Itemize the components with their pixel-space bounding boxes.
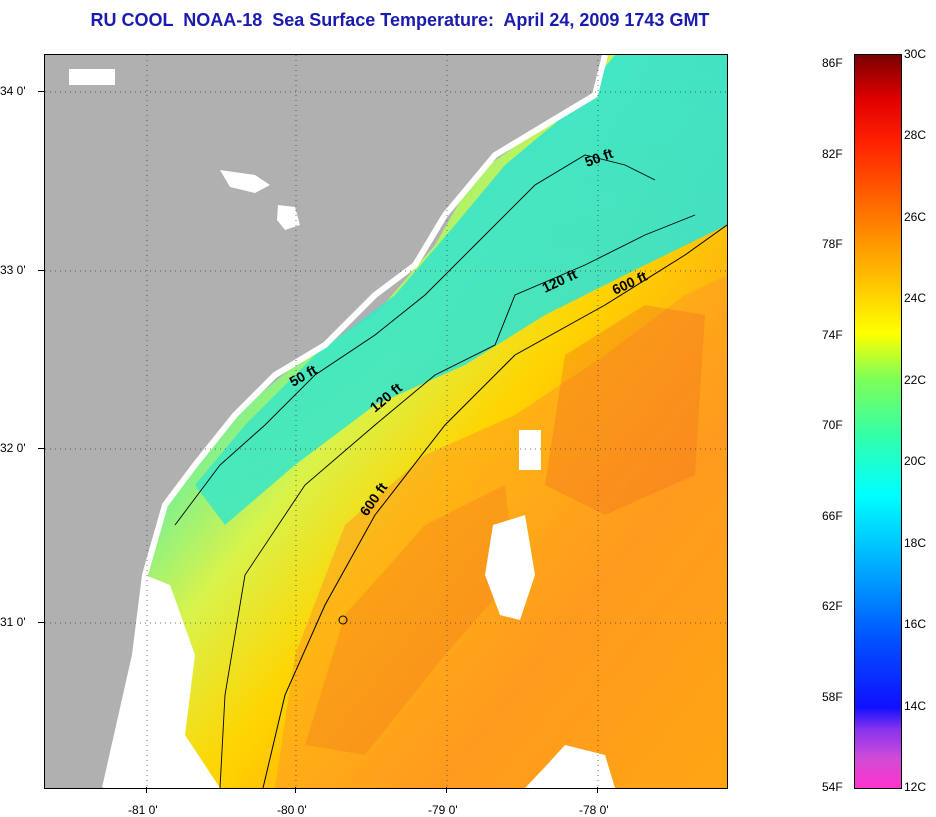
cbar-f-66: 66F xyxy=(822,509,843,523)
buoy-marker xyxy=(338,615,348,625)
cbar-c-24: 24C xyxy=(904,291,927,305)
lon-label-81: -81 0' xyxy=(128,803,158,817)
lake-patch xyxy=(220,170,270,193)
sst-map[interactable]: 50 ft 50 ft 120 ft 120 ft 600 ft 600 ft xyxy=(44,54,728,789)
cbar-f-74: 74F xyxy=(822,328,843,342)
cbar-f-78: 78F xyxy=(822,237,843,251)
lon-tick xyxy=(597,787,598,793)
coastal-cool-water xyxy=(195,55,727,525)
lake-patch-2 xyxy=(277,205,300,230)
cbar-f-62: 62F xyxy=(822,599,843,613)
lat-tick xyxy=(38,448,44,449)
lon-tick xyxy=(146,787,147,793)
temperature-colorbar xyxy=(854,54,902,789)
cloud-patch-west xyxy=(100,575,220,788)
cbar-c-22: 22C xyxy=(904,373,927,387)
lat-label-33: 33 0' xyxy=(0,263,26,277)
cloud-patch-center xyxy=(485,515,535,620)
cbar-f-82: 82F xyxy=(822,147,843,161)
contour-50ft xyxy=(174,154,656,526)
contour-120ft xyxy=(219,214,696,788)
sst-map-canvas: 50 ft 50 ft 120 ft 120 ft 600 ft 600 ft xyxy=(45,55,727,788)
land-mass xyxy=(45,55,605,788)
lat-tick xyxy=(38,91,44,92)
lat-label-31: 31 0' xyxy=(0,615,26,629)
lat-tick xyxy=(38,270,44,271)
cbar-c-12: 12C xyxy=(904,780,927,794)
cbar-c-16: 16C xyxy=(904,617,927,631)
cbar-c-26: 26C xyxy=(904,210,927,224)
lon-label-79: -79 0' xyxy=(428,803,458,817)
contour-600ft xyxy=(262,224,727,788)
lon-tick xyxy=(295,787,296,793)
cbar-f-70: 70F xyxy=(822,418,843,432)
cbar-c-14: 14C xyxy=(904,699,927,713)
warm-core xyxy=(545,305,705,515)
lon-label-78: -78 0' xyxy=(579,803,609,817)
cbar-f-54: 54F xyxy=(822,780,843,794)
cbar-f-58: 58F xyxy=(822,690,843,704)
graticule xyxy=(45,55,727,788)
lat-tick xyxy=(38,622,44,623)
lon-tick xyxy=(446,787,447,793)
cbar-c-30: 30C xyxy=(904,47,927,61)
lake-patch-3 xyxy=(69,69,115,85)
warm-core-south xyxy=(305,485,515,755)
cbar-c-20: 20C xyxy=(904,454,927,468)
cbar-c-18: 18C xyxy=(904,536,927,550)
lon-label-80: -80 0' xyxy=(277,803,307,817)
cbar-c-28: 28C xyxy=(904,128,927,142)
lat-label-34: 34 0' xyxy=(0,84,26,98)
cloud-patch-north xyxy=(519,430,541,470)
lat-label-32: 32 0' xyxy=(0,441,26,455)
cbar-f-86: 86F xyxy=(822,56,843,70)
coastline xyxy=(102,55,608,788)
cloud-patch-south xyxy=(525,745,615,788)
map-title: RU COOL NOAA-18 Sea Surface Temperature:… xyxy=(90,10,710,30)
